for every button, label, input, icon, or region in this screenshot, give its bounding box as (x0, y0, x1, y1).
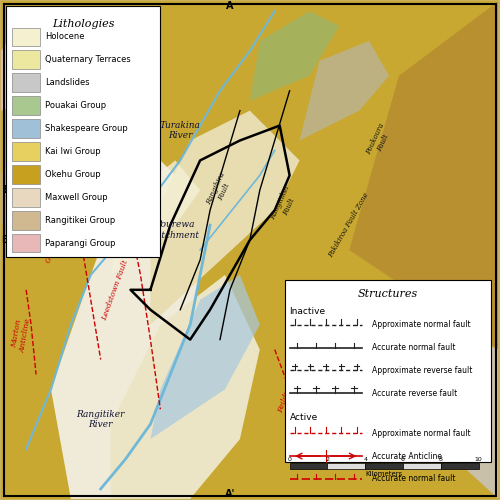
Text: A': A' (225, 489, 235, 499)
Text: Accurate normal fault: Accurate normal fault (372, 343, 455, 352)
FancyBboxPatch shape (290, 463, 328, 469)
Polygon shape (2, 11, 90, 110)
FancyBboxPatch shape (12, 165, 40, 184)
Text: Marton
Anticline: Marton Anticline (10, 316, 32, 353)
Polygon shape (389, 324, 498, 499)
Text: Paparangi Group: Paparangi Group (46, 238, 116, 248)
Text: Rangitikei
Fault: Rangitikei Fault (269, 185, 300, 226)
FancyBboxPatch shape (12, 119, 40, 138)
Text: Pourewa
catchment: Pourewa catchment (152, 220, 200, 240)
Text: Kilometers: Kilometers (366, 472, 403, 478)
FancyBboxPatch shape (365, 463, 403, 469)
FancyBboxPatch shape (328, 463, 365, 469)
Polygon shape (150, 275, 260, 439)
Text: Accurate normal fault: Accurate normal fault (372, 474, 455, 484)
Text: Accurate reverse fault: Accurate reverse fault (372, 389, 457, 398)
FancyBboxPatch shape (12, 74, 40, 92)
FancyBboxPatch shape (441, 463, 478, 469)
Text: 8: 8 (439, 457, 442, 462)
Text: B': B' (1, 235, 11, 245)
FancyBboxPatch shape (12, 210, 40, 230)
Text: Poukoura
Fault: Poukoura Fault (364, 122, 394, 160)
Text: Turakina
River: Turakina River (160, 121, 200, 141)
Text: B: B (2, 186, 10, 196)
Text: Accurate Anticline: Accurate Anticline (372, 452, 442, 460)
FancyBboxPatch shape (12, 50, 40, 70)
Polygon shape (51, 140, 210, 499)
Text: Kai Iwi Group: Kai Iwi Group (46, 147, 101, 156)
Polygon shape (250, 11, 340, 101)
Polygon shape (300, 41, 389, 140)
Polygon shape (11, 90, 101, 190)
Polygon shape (2, 76, 126, 225)
Text: Leedstown Fault: Leedstown Fault (101, 258, 130, 322)
Text: Structures: Structures (358, 289, 418, 299)
FancyBboxPatch shape (284, 280, 491, 462)
FancyBboxPatch shape (12, 142, 40, 161)
Text: Holocene: Holocene (46, 32, 85, 42)
Text: 0: 0 (288, 457, 292, 462)
Text: Approximate reverse fault: Approximate reverse fault (372, 366, 472, 375)
Text: 2: 2 (326, 457, 330, 462)
Polygon shape (110, 275, 260, 499)
Text: Active: Active (290, 413, 318, 422)
Text: 10: 10 (474, 457, 482, 462)
Text: Rangihira
Fault: Rangihira Fault (205, 171, 235, 210)
Polygon shape (110, 160, 200, 275)
Text: Approximate normal fault: Approximate normal fault (372, 320, 470, 329)
FancyBboxPatch shape (12, 96, 40, 115)
Text: Shakespeare Group: Shakespeare Group (46, 124, 128, 133)
Text: Landslides: Landslides (46, 78, 90, 88)
Text: Pakikiroa Fault Zone: Pakikiroa Fault Zone (328, 191, 371, 259)
Polygon shape (150, 110, 300, 324)
Text: Galpin Fault: Galpin Fault (44, 216, 68, 264)
Text: 4: 4 (363, 457, 367, 462)
Text: Rangitikei Group: Rangitikei Group (46, 216, 116, 224)
Text: Approximate normal fault: Approximate normal fault (372, 428, 470, 438)
FancyBboxPatch shape (12, 234, 40, 252)
Text: 6: 6 (401, 457, 405, 462)
Text: Lithologies: Lithologies (52, 18, 114, 28)
Text: Pouakai Group: Pouakai Group (46, 101, 106, 110)
Text: Okehu Group: Okehu Group (46, 170, 101, 179)
FancyBboxPatch shape (403, 463, 441, 469)
Text: Quaternary Terraces: Quaternary Terraces (46, 56, 131, 64)
Text: Ruatorigang
Fault: Ruatorigang Fault (432, 316, 466, 364)
FancyBboxPatch shape (12, 188, 40, 206)
Text: A: A (226, 1, 234, 11)
FancyBboxPatch shape (12, 28, 40, 46)
Text: Rangitiker
River: Rangitiker River (76, 410, 125, 429)
Text: Feilding
Anticline: Feilding Anticline (276, 380, 303, 418)
FancyBboxPatch shape (6, 6, 160, 258)
Text: Maxwell Group: Maxwell Group (46, 192, 108, 202)
Text: Inactive: Inactive (290, 307, 326, 316)
Polygon shape (350, 1, 498, 350)
